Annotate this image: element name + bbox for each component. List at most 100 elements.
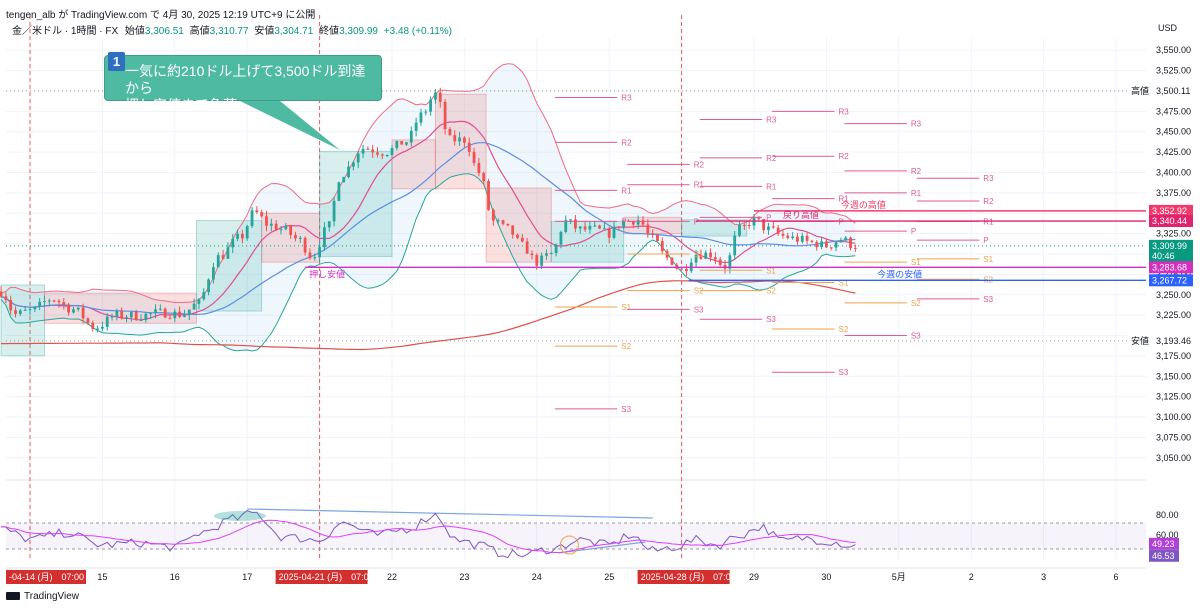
- candle-body-23: [110, 316, 114, 318]
- candle-body-154: [742, 224, 746, 226]
- candle-body-58: [279, 229, 283, 231]
- candle-body-121: [583, 226, 587, 230]
- trendline-0: [247, 508, 653, 519]
- price-badge-5: 3,267.72: [1152, 275, 1187, 285]
- candle-body-87: [419, 112, 423, 123]
- candle-body-80: [385, 155, 389, 157]
- price-tick-17: 3,475.00: [1156, 106, 1191, 116]
- candle-body-131: [631, 221, 635, 225]
- rsi-overbought-fill: [213, 511, 266, 521]
- pivot-label-5-r2: R2: [983, 197, 994, 206]
- candle-body-29: [139, 319, 143, 321]
- close-label: 終値: [319, 26, 340, 37]
- range-box-5: [391, 139, 436, 190]
- pivot-label-3-r1: R1: [839, 195, 850, 204]
- pivot-label-0-r3: R3: [621, 94, 632, 103]
- callout-line-2: 押し安値まで急落。: [125, 97, 251, 113]
- pivot-label-1-s3: S3: [694, 305, 704, 314]
- candle-body-26: [125, 317, 128, 319]
- candle-body-13: [62, 302, 66, 305]
- candle-body-174: [839, 240, 843, 243]
- pivot-label-4-p: P: [911, 227, 916, 236]
- candle-body-114: [549, 253, 553, 255]
- attribution: tengen_alb が TradingView.com で 4月 30, 20…: [6, 10, 316, 21]
- price-badge-4: 3,283.68: [1152, 262, 1187, 272]
- pivot-label-2-r2: R2: [766, 154, 777, 163]
- candle-body-162: [781, 233, 785, 236]
- candle-body-21: [101, 326, 104, 329]
- candle-body-166: [800, 235, 804, 242]
- candle-body-135: [651, 233, 655, 235]
- candle-body-3: [14, 310, 17, 314]
- candle-body-25: [120, 310, 124, 318]
- candle-body-168: [810, 240, 814, 242]
- bollinger-upper: [0, 63, 856, 304]
- candle-body-177: [853, 247, 857, 249]
- candle-body-160: [771, 226, 775, 228]
- candle-body-112: [540, 255, 544, 266]
- candle-body-171: [825, 241, 828, 248]
- price-tick-8: 3,250.00: [1156, 290, 1191, 300]
- tradingview-logo-text: TradingView: [24, 591, 80, 602]
- pivot-label-2-s2: S2: [766, 287, 776, 296]
- candle-body-47: [226, 247, 230, 259]
- candle-body-91: [438, 92, 442, 102]
- range-box-2: [196, 220, 263, 312]
- candle-body-148: [713, 257, 717, 260]
- rsi-badge-bg: [1149, 537, 1179, 550]
- pivot-label-3-s2: S2: [839, 325, 849, 334]
- pivot-label-2-s1: S1: [766, 266, 776, 275]
- candle-body-68: [327, 221, 331, 228]
- candle-body-129: [622, 220, 626, 228]
- pivot-label-1-s1: S1: [694, 250, 704, 259]
- rsi-tick-2: 80.00: [1156, 510, 1179, 520]
- candle-body-66: [318, 247, 321, 258]
- time-label-bg-4: [275, 570, 368, 584]
- candle-body-18: [86, 318, 90, 323]
- candle-body-67: [323, 227, 326, 248]
- range-box-10: [681, 219, 748, 237]
- time-axis: -04-14 (月) 07:00 15 16 17 2025-04-21 (月) 07:…: [6, 567, 1146, 584]
- rsi-highlight-circle: [559, 535, 579, 555]
- candle-body-149: [718, 259, 722, 265]
- candle-body-19: [91, 322, 95, 329]
- trendlines: [247, 508, 653, 554]
- candle-body-176: [849, 237, 852, 248]
- time-label-2: 16: [170, 572, 180, 582]
- callout-line-1: 一気に約210ドル上げて3,500ドル到達から: [125, 63, 366, 96]
- level-label-push_low: 押し安値: [309, 268, 345, 279]
- candle-body-127: [612, 226, 616, 238]
- candle-body-119: [574, 219, 577, 229]
- candle-body-115: [554, 244, 558, 254]
- time-label-15: 6: [1113, 572, 1118, 582]
- candle-body-53: [255, 210, 259, 213]
- level-label-weekly_low: 今週の安値: [877, 268, 922, 279]
- time-label-bg-9: [637, 570, 730, 584]
- candle-body-83: [400, 141, 404, 145]
- grid: [6, 38, 1146, 560]
- candles: [0, 87, 857, 333]
- time-label-6: 23: [459, 572, 469, 582]
- candle-body-82: [395, 141, 399, 149]
- price-tick-16: 3,450.00: [1156, 127, 1191, 137]
- candle-body-70: [337, 182, 341, 201]
- price-tick-4: 3,150.00: [1156, 371, 1191, 381]
- time-label-7: 24: [532, 572, 542, 582]
- candle-body-101: [487, 181, 490, 210]
- candle-body-56: [269, 223, 273, 226]
- candle-body-9: [43, 301, 46, 303]
- pivot-label-4-s1: S1: [911, 258, 921, 267]
- open-value: 3,306.51: [144, 26, 184, 37]
- rsi-ma-badge: 46.53: [1152, 551, 1175, 561]
- candle-body-88: [424, 111, 428, 113]
- candle-body-164: [791, 236, 795, 239]
- pivot-label-5-s3: S3: [983, 295, 993, 304]
- candle-body-141: [680, 268, 683, 270]
- candle-body-45: [216, 255, 220, 268]
- candle-body-124: [598, 225, 601, 229]
- price-tick-11: 3,325.00: [1156, 229, 1191, 239]
- pivot-label-3-s3: S3: [839, 368, 849, 377]
- candle-body-94: [453, 135, 457, 142]
- price-tick-20: 3,550.00: [1156, 45, 1191, 55]
